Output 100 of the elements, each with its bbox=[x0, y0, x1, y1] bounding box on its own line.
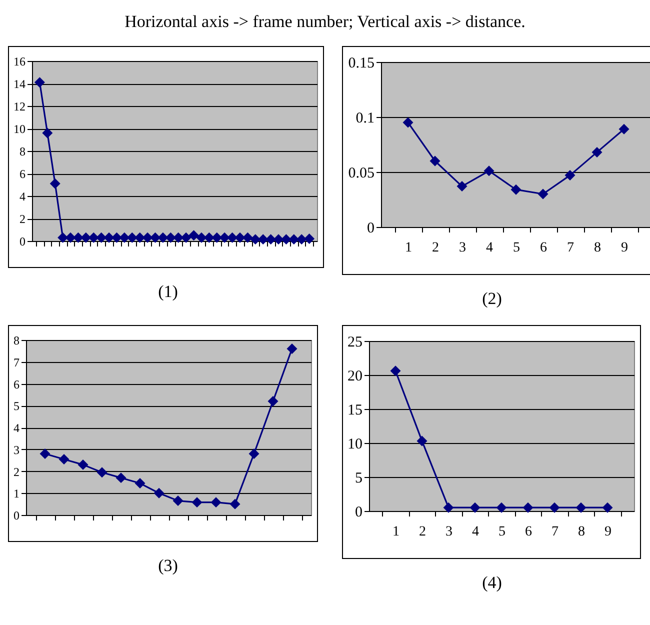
point bbox=[88, 232, 99, 243]
point bbox=[42, 128, 53, 138]
point bbox=[119, 232, 130, 243]
x-tick-label: 7 bbox=[567, 240, 574, 256]
y-tick-label: 0 bbox=[367, 220, 374, 236]
point bbox=[188, 230, 199, 241]
point bbox=[288, 234, 300, 245]
point bbox=[250, 234, 261, 245]
y-tick-label: 14 bbox=[14, 77, 26, 91]
point bbox=[212, 232, 222, 243]
y-tick-label: 10 bbox=[14, 122, 26, 136]
y-tick-label: 3 bbox=[14, 442, 20, 457]
point bbox=[234, 232, 246, 243]
point bbox=[564, 170, 576, 181]
point bbox=[484, 166, 494, 176]
point bbox=[80, 232, 92, 243]
point bbox=[116, 472, 126, 484]
y-tick-label: 2 bbox=[20, 212, 26, 226]
point bbox=[266, 234, 276, 245]
point bbox=[443, 502, 454, 513]
x-tick-label: 8 bbox=[578, 524, 585, 540]
y-tick-label: 8 bbox=[14, 334, 20, 348]
x-tick-label: 9 bbox=[621, 240, 628, 256]
y-tick-label: 25 bbox=[348, 334, 362, 350]
point bbox=[402, 117, 414, 128]
y-tick-label: 8 bbox=[20, 144, 26, 158]
y-tick-label: 0 bbox=[20, 234, 26, 248]
y-tick-label: 7 bbox=[14, 355, 20, 370]
point bbox=[180, 232, 192, 243]
point bbox=[273, 234, 284, 245]
y-tick-label: 4 bbox=[20, 190, 26, 204]
point bbox=[104, 232, 114, 243]
point bbox=[258, 234, 268, 245]
y-tick-label: 0 bbox=[14, 508, 20, 522]
y-tick-label: 16 bbox=[14, 54, 26, 68]
point bbox=[204, 232, 214, 243]
point bbox=[72, 232, 84, 243]
point bbox=[522, 502, 534, 513]
point bbox=[126, 232, 138, 243]
point bbox=[34, 77, 45, 88]
point bbox=[280, 234, 292, 245]
x-tick-label: 4 bbox=[472, 524, 479, 540]
point bbox=[65, 232, 76, 243]
point bbox=[618, 124, 630, 134]
point bbox=[470, 502, 480, 513]
point bbox=[50, 178, 60, 189]
point bbox=[304, 234, 315, 244]
text: (2) bbox=[481, 289, 503, 309]
x-tick-label: 2 bbox=[432, 240, 439, 256]
y-tick-label: 5 bbox=[14, 399, 20, 414]
point bbox=[196, 232, 207, 243]
point bbox=[158, 232, 168, 243]
point bbox=[154, 488, 164, 498]
y-tick-label: 10 bbox=[348, 436, 362, 452]
text: (4) bbox=[481, 573, 503, 593]
point bbox=[111, 232, 122, 243]
point bbox=[227, 232, 238, 243]
text: (3) bbox=[157, 556, 179, 576]
point bbox=[496, 502, 507, 513]
y-tick-label: 4 bbox=[14, 421, 20, 435]
point bbox=[219, 232, 230, 243]
point bbox=[230, 498, 240, 510]
y-tick-label: 5 bbox=[355, 470, 362, 486]
point bbox=[592, 146, 602, 158]
point bbox=[134, 232, 146, 243]
y-tick-label: 20 bbox=[348, 368, 362, 384]
point bbox=[456, 181, 468, 192]
point bbox=[134, 478, 146, 489]
x-tick-label: 6 bbox=[525, 524, 532, 540]
point bbox=[173, 232, 184, 243]
point bbox=[576, 502, 586, 513]
point bbox=[602, 502, 613, 513]
x-tick-label: 7 bbox=[552, 524, 558, 540]
point bbox=[58, 454, 70, 464]
y-tick-label: 2 bbox=[14, 464, 20, 479]
point bbox=[96, 232, 107, 243]
point bbox=[40, 448, 50, 459]
y-tick-label: 0.15 bbox=[348, 56, 374, 72]
point bbox=[172, 496, 184, 506]
point bbox=[286, 344, 298, 354]
x-tick-label: 3 bbox=[459, 240, 466, 256]
point bbox=[248, 448, 260, 459]
text: (1) bbox=[157, 282, 179, 302]
point bbox=[390, 366, 401, 376]
x-tick-label: 5 bbox=[513, 240, 520, 256]
point bbox=[538, 188, 548, 200]
point bbox=[78, 459, 88, 470]
y-tick-label: 0.05 bbox=[348, 166, 374, 182]
point bbox=[96, 467, 108, 478]
point bbox=[268, 396, 278, 406]
y-tick-label: 6 bbox=[14, 377, 20, 392]
point bbox=[150, 232, 160, 243]
point bbox=[142, 232, 153, 243]
x-tick-label: 4 bbox=[486, 240, 493, 256]
x-tick-label: 8 bbox=[594, 240, 601, 256]
x-tick-label: 5 bbox=[498, 524, 506, 540]
y-tick-label: 15 bbox=[348, 402, 362, 418]
y-tick-label: 0.1 bbox=[356, 110, 374, 126]
point bbox=[210, 497, 222, 508]
y-tick-label: 1 bbox=[14, 486, 20, 501]
